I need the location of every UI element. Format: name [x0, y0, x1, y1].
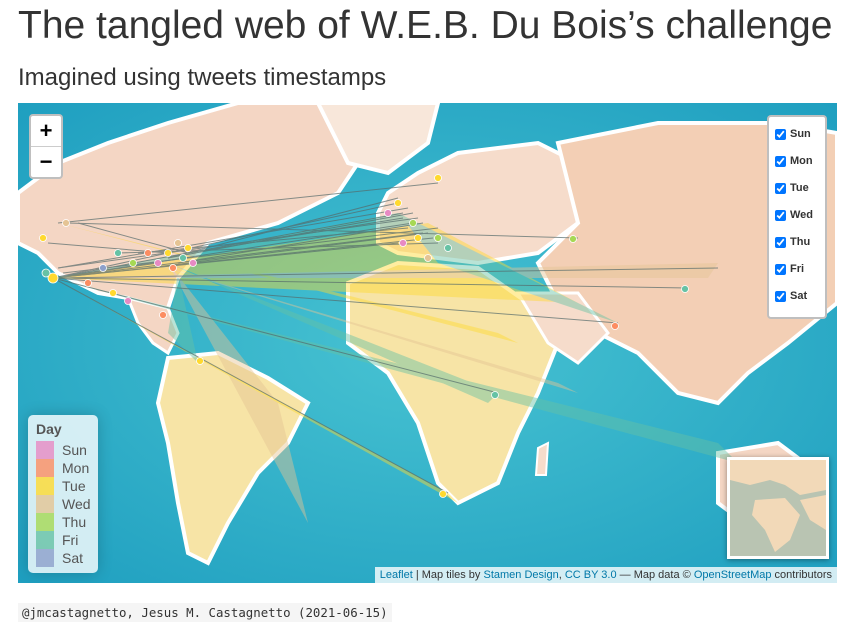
zoom-control: + − [29, 114, 63, 179]
layer-mon-label: Mon [790, 155, 813, 167]
arabia-land [515, 291, 610, 365]
author-caption: @jmcastagnetto, Jesus M. Castagnetto (20… [18, 603, 392, 622]
attribution-text: contributors [771, 569, 832, 581]
legend-swatch [36, 495, 54, 513]
map-container[interactable]: + − Sun Mon Tue Wed Thu Fri Sat Day Sun … [18, 103, 837, 583]
connection-lines [47, 182, 719, 494]
stamen-link[interactable]: Stamen Design [483, 569, 559, 581]
legend-item-fri: Fri [36, 531, 78, 549]
layer-tue-checkbox[interactable] [775, 182, 786, 194]
layer-sun-checkbox[interactable] [775, 128, 786, 140]
attribution-text: , [558, 569, 565, 581]
legend-title: Day [36, 421, 62, 437]
attribution-text: — Map data © [616, 569, 694, 581]
legend-swatch [36, 549, 54, 567]
legend-item-sun: Sun [36, 441, 87, 459]
madagascar-land [534, 441, 550, 476]
layer-sun[interactable]: Sun [775, 126, 811, 142]
layer-fri[interactable]: Fri [775, 261, 804, 277]
tweet-points [39, 174, 689, 498]
legend-item-sat: Sat [36, 549, 83, 567]
layer-tue-label: Tue [790, 182, 809, 194]
layer-thu-checkbox[interactable] [775, 236, 786, 248]
connection-polygons [53, 213, 738, 523]
layer-control: Sun Mon Tue Wed Thu Fri Sat [767, 115, 827, 319]
leaflet-link[interactable]: Leaflet [379, 569, 413, 581]
legend-item-tue: Tue [36, 477, 86, 495]
layer-wed-checkbox[interactable] [775, 209, 786, 221]
legend-item-thu: Thu [36, 513, 86, 531]
page-title: The tangled web of W.E.B. Du Bois’s chal… [18, 4, 833, 47]
layer-fri-checkbox[interactable] [775, 263, 786, 275]
legend-label: Sun [62, 442, 87, 458]
greenland-land [315, 103, 441, 176]
zoom-in-button[interactable]: + [39, 118, 53, 143]
layer-thu[interactable]: Thu [775, 234, 810, 250]
legend-label: Wed [62, 496, 91, 512]
legend-label: Fri [62, 532, 79, 548]
legend-swatch [36, 513, 54, 531]
layer-mon-checkbox[interactable] [775, 155, 786, 167]
legend-label: Tue [62, 478, 86, 494]
map-attribution: Leaflet | Map tiles by Stamen Design, CC… [374, 567, 837, 583]
legend-label: Thu [62, 514, 87, 530]
minimap-tiles [730, 460, 826, 556]
legend-label: Sat [62, 550, 84, 566]
legend-item-wed: Wed [36, 495, 91, 513]
license-link[interactable]: CC BY 3.0 [564, 569, 617, 581]
legend-label: Mon [62, 460, 90, 476]
layer-sat-label: Sat [790, 290, 808, 302]
page-subtitle: Imagined using tweets timestamps [18, 64, 387, 91]
layer-sat-checkbox[interactable] [775, 290, 786, 302]
layer-sat[interactable]: Sat [775, 288, 807, 304]
layer-fri-label: Fri [790, 263, 805, 275]
osm-link[interactable]: OpenStreetMap [693, 569, 772, 581]
layer-mon[interactable]: Mon [775, 153, 813, 169]
layer-wed-label: Wed [790, 209, 814, 221]
layer-sun-label: Sun [790, 128, 811, 140]
legend-item-mon: Mon [36, 459, 89, 477]
legend-swatch [36, 531, 54, 549]
zoom-out-button[interactable]: − [31, 146, 61, 177]
day-legend: Day Sun Mon Tue Wed Thu Fri Sat [28, 415, 98, 573]
layer-thu-label: Thu [790, 236, 811, 248]
layer-tue[interactable]: Tue [775, 180, 809, 196]
south-america-land [155, 350, 311, 566]
map-tiles [18, 103, 837, 583]
legend-swatch [36, 477, 54, 495]
africa-land [346, 260, 561, 506]
minimap[interactable] [727, 457, 829, 559]
legend-swatch [36, 459, 54, 477]
layer-wed[interactable]: Wed [775, 207, 813, 223]
attribution-text: | Map tiles by [412, 569, 484, 581]
legend-swatch [36, 441, 54, 459]
